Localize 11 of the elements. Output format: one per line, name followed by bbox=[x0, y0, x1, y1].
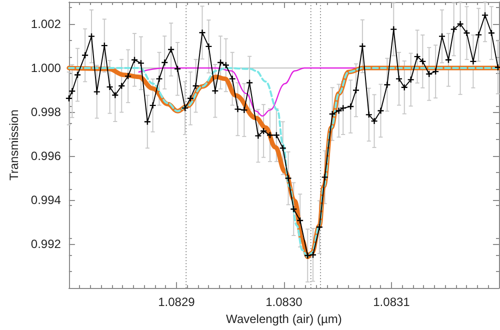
y-tick-label: 0.992 bbox=[30, 237, 62, 252]
y-axis-title: Transmission bbox=[7, 110, 21, 181]
x-tick-label: 1.0829 bbox=[158, 295, 196, 310]
y-tick-label: 1.002 bbox=[30, 17, 62, 32]
y-tick-label: 0.996 bbox=[30, 149, 62, 164]
x-tick-label: 1.0830 bbox=[266, 295, 303, 310]
y-tick-label: 0.998 bbox=[30, 105, 62, 120]
y-tick-label: 0.994 bbox=[30, 193, 62, 208]
x-axis-title: Wavelength (air) (µm) bbox=[226, 312, 342, 326]
x-tick-label: 1.0831 bbox=[373, 295, 410, 310]
y-tick-label: 1.000 bbox=[30, 61, 62, 76]
